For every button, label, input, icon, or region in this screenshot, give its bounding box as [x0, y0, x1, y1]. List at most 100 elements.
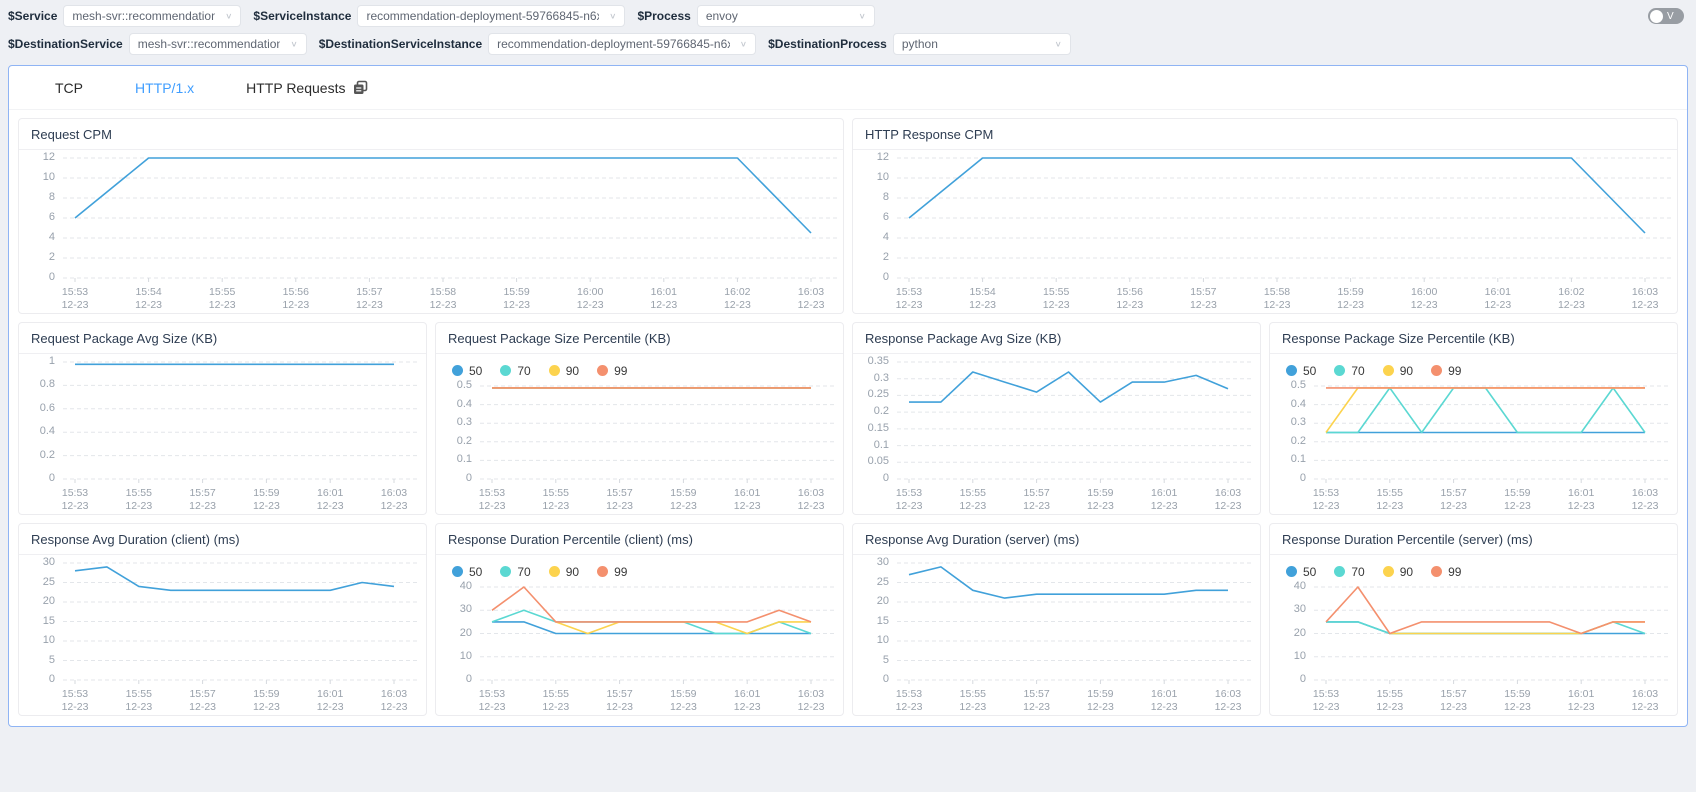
y-tick-label: 40 [1293, 580, 1306, 592]
x-tick-label: 15:55 12-23 [542, 688, 570, 713]
legend-item-70[interactable]: 70 [1334, 364, 1365, 378]
series-line-50 [492, 621, 811, 635]
copy-icon[interactable] [353, 80, 368, 95]
x-tick-label: 15:54 12-23 [135, 286, 163, 311]
legend-dot-icon [597, 566, 609, 577]
chart-canvas-box [897, 357, 1254, 485]
x-tick-label: 15:53 12-23 [895, 286, 923, 311]
x-axis-labels: 15:53 12-23 15:55 12-23 15:57 12-23 15:59 12-23… [62, 485, 420, 512]
legend-item-99[interactable]: 99 [597, 364, 627, 378]
legend-item-99[interactable]: 99 [1431, 565, 1461, 579]
y-tick-label: 6 [48, 211, 55, 223]
chart-body: 50 70 90 99 0 0.1 0.2 0.3 0.4 0.5 15:53 12-23 15:5… [1270, 354, 1677, 514]
x-tick-label: 16:03 12-23 [797, 688, 825, 713]
x-tick-label: 15:59 12-23 [252, 487, 280, 512]
legend-item-99[interactable]: 99 [597, 565, 627, 579]
select-serviceinstance[interactable]: recommendation-deployment-59766845-n6xjb… [357, 5, 626, 27]
y-tick-label: 0 [882, 271, 889, 283]
legend-dot-icon [1334, 566, 1346, 577]
chart-body: 50 70 90 99 0 0.1 0.2 0.3 0.4 0.5 15:53 12-23 15:5… [436, 354, 843, 514]
x-axis-labels: 15:53 12-23 15:55 12-23 15:57 12-23 15:59 12-23… [1313, 485, 1671, 512]
x-tick-label: 15:55 12-23 [1042, 286, 1070, 311]
y-tick-label: 0 [48, 472, 55, 484]
tab-http-1-x[interactable]: HTTP/1.x [109, 80, 220, 96]
y-axis-labels: 0 5 10 15 20 25 30 [21, 556, 63, 686]
chart-panel: Response Avg Duration (client) (ms) 0 5 10… [18, 523, 427, 716]
x-tick-label: 16:01 12-23 [1150, 688, 1178, 713]
legend-item-50[interactable]: 50 [1286, 565, 1316, 579]
y-tick-label: 0.6 [39, 401, 55, 414]
chart-canvas [63, 157, 837, 282]
tab-http-requests[interactable]: HTTP Requests [220, 80, 394, 96]
dashboard-panel: TCP HTTP/1.x HTTP Requests Request CPM 0 2 4… [8, 65, 1688, 727]
legend-item-70[interactable]: 70 [1334, 565, 1365, 579]
y-axis-labels: 0 0.1 0.2 0.3 0.4 0.5 [1272, 379, 1314, 485]
y-tick-label: 0 [465, 472, 472, 484]
series-line-Response Avg Duration (client) [74, 566, 395, 592]
legend-item-70[interactable]: 70 [500, 364, 531, 378]
legend-item-90[interactable]: 90 [548, 364, 579, 378]
chart-canvas-box [480, 381, 837, 485]
y-tick-label: 10 [42, 634, 55, 646]
legend-item-90[interactable]: 90 [548, 565, 579, 579]
y-axis-labels: 0 10 20 30 40 [1272, 580, 1314, 686]
y-tick-label: 0 [48, 271, 55, 283]
chart-body: 0 5 10 15 20 25 30 15:53 12-23 15:55 12-23 15:57 12… [19, 555, 426, 715]
y-tick-label: 20 [876, 595, 889, 607]
select-destinationprocess[interactable]: python ∨ [892, 33, 1071, 55]
tab-tcp[interactable]: TCP [29, 80, 109, 96]
legend-item-90[interactable]: 90 [1382, 564, 1414, 579]
y-tick-label: 4 [882, 231, 889, 243]
select-destinationservice[interactable]: mesh-svr::recommendation ∨ [128, 33, 307, 55]
y-tick-label: 10 [876, 634, 889, 646]
legend-dot-icon [1286, 365, 1297, 376]
select-process[interactable]: envoy ∨ [696, 5, 875, 27]
y-tick-label: 0.4 [456, 397, 472, 410]
chart-canvas [480, 586, 837, 684]
chart-canvas-box [1314, 381, 1671, 485]
select-service[interactable]: mesh-svr::recommendation ∨ [63, 5, 242, 27]
x-tick-label: 15:59 12-23 [1086, 688, 1114, 713]
legend-item-50[interactable]: 50 [452, 565, 482, 579]
toggle-knob-icon [1650, 9, 1663, 23]
legend-label: 50 [469, 363, 483, 378]
chart-body: 0 2 4 6 8 10 12 15:53 12-23 15:54 12-23 15:55 12-23… [853, 150, 1677, 313]
select-destinationserviceinstance[interactable]: recommendation-deployment-59766845-n6xjb… [488, 33, 757, 55]
legend-item-99[interactable]: 99 [1431, 364, 1461, 378]
legend-label: 90 [1399, 564, 1414, 579]
y-tick-label: 15 [42, 614, 55, 627]
legend-dot-icon [452, 365, 463, 376]
legend-item-50[interactable]: 50 [452, 364, 482, 378]
chart-plot: 0 5 10 15 20 25 30 [21, 556, 420, 686]
y-tick-label: 4 [48, 231, 55, 243]
x-tick-label: 15:53 12-23 [895, 688, 923, 713]
x-tick-label: 15:55 12-23 [125, 688, 153, 713]
legend-item-50[interactable]: 50 [1286, 364, 1316, 378]
select-value: mesh-svr::recommendation [137, 37, 281, 51]
chart-panel: Response Avg Duration (server) (ms) 0 5 10… [852, 523, 1261, 716]
filter-label: $ServiceInstance [253, 9, 352, 23]
x-tick-label: 16:01 12-23 [733, 688, 761, 713]
legend-label: 50 [1303, 564, 1317, 579]
chart-canvas [1314, 385, 1671, 483]
y-tick-label: 0.5 [456, 379, 472, 391]
chart-canvas-box [1314, 582, 1671, 686]
chart-plot: 0 0.1 0.2 0.3 0.4 0.5 [438, 379, 837, 485]
legend-item-90[interactable]: 90 [1382, 364, 1413, 378]
chevron-down-icon: ∨ [225, 11, 233, 21]
x-tick-label: 16:01 12-23 [1484, 286, 1512, 311]
chart-plot: 0 0.2 0.4 0.6 0.8 1 [21, 355, 420, 485]
toggle-switch[interactable]: V [1648, 8, 1684, 24]
y-tick-label: 0.05 [867, 455, 889, 468]
y-axis-labels: 0 2 4 6 8 10 12 [855, 151, 897, 284]
y-tick-label: 12 [876, 151, 889, 163]
y-tick-label: 10 [459, 649, 472, 662]
y-tick-label: 30 [876, 556, 889, 568]
legend-label: 99 [614, 363, 628, 378]
chart-panel: Response Package Avg Size (KB) 0 0.05 0.1 0… [852, 322, 1261, 515]
x-tick-label: 15:57 12-23 [1189, 286, 1217, 311]
y-tick-label: 0 [1299, 472, 1306, 484]
x-tick-label: 15:59 12-23 [1503, 688, 1531, 713]
x-axis-labels: 15:53 12-23 15:55 12-23 15:57 12-23 15:59 12-23… [1313, 686, 1671, 713]
legend-item-70[interactable]: 70 [500, 565, 531, 579]
